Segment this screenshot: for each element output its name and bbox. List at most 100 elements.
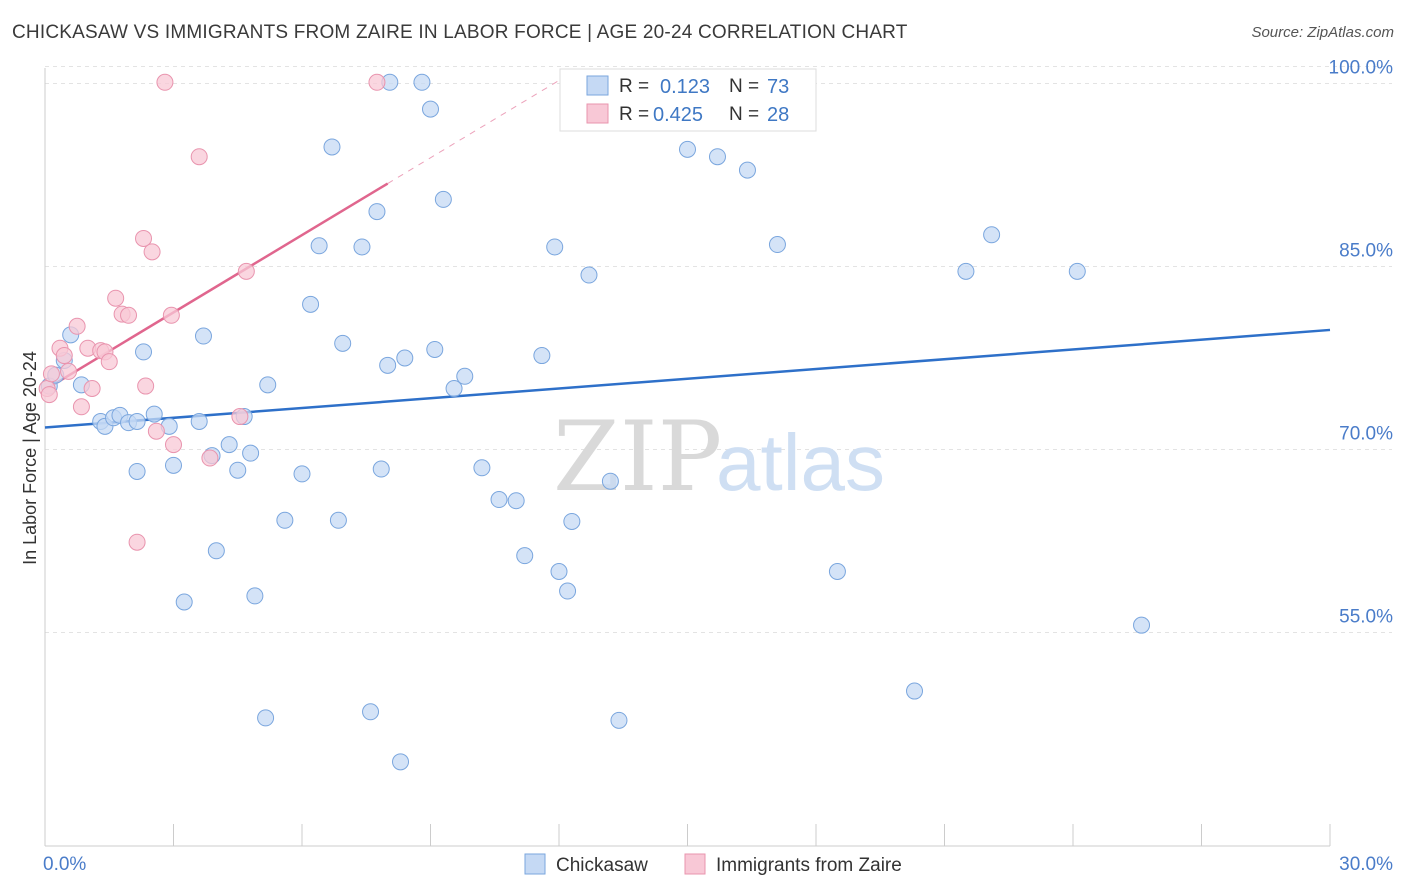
y-tick-labels: 55.0% 70.0% 85.0% 100.0% (1329, 58, 1394, 628)
bottom-legend: Chickasaw Immigrants from Zaire (524, 853, 902, 876)
point-zaire-23 (165, 436, 182, 454)
point-chickasaw-29 (302, 295, 320, 313)
point-chickasaw-27 (276, 511, 294, 529)
point-chickasaw-34 (353, 238, 371, 256)
y-tick-label-3: 100.0% (1329, 58, 1394, 79)
legend-n-label-1: N = (729, 104, 759, 125)
point-zaire-17 (135, 229, 153, 247)
trend-line-chickasaw (44, 328, 1331, 429)
point-chickasaw-58 (601, 472, 619, 490)
point-chickasaw-12 (145, 405, 163, 423)
point-chickasaw-65 (768, 236, 786, 254)
point-chickasaw-41 (396, 349, 414, 367)
x-tick-label-max: 30.0% (1339, 854, 1393, 875)
data-points (38, 73, 1151, 771)
watermark-atlas: atlas (716, 418, 885, 507)
point-chickasaw-36 (362, 703, 380, 721)
bottom-legend-swatch-chickasaw (524, 853, 546, 875)
legend-swatch-chickasaw (586, 75, 609, 96)
point-chickasaw-70 (1068, 262, 1086, 280)
point-chickasaw-37 (372, 460, 390, 478)
point-chickasaw-42 (413, 73, 431, 91)
trend-line-zaire-extension (387, 77, 564, 184)
point-zaire-21 (156, 73, 174, 91)
point-zaire-27 (237, 262, 255, 280)
point-zaire-6 (68, 317, 86, 335)
point-zaire-5 (60, 362, 78, 380)
point-chickasaw-54 (550, 563, 568, 580)
grid-lines (45, 66, 1392, 633)
point-chickasaw-43 (422, 100, 439, 118)
point-zaire-13 (107, 289, 125, 307)
point-chickasaw-25 (257, 709, 275, 727)
point-chickasaw-72 (128, 412, 146, 430)
point-chickasaw-35 (368, 203, 386, 221)
point-zaire-18 (137, 377, 155, 395)
point-zaire-12 (100, 353, 118, 371)
point-chickasaw-38 (379, 356, 397, 374)
legend-n-value-0: 73 (767, 76, 789, 98)
legend-r-label-1: R = (619, 104, 649, 125)
legend-r-value-1: 0.425 (653, 104, 703, 126)
point-chickasaw-19 (207, 542, 225, 560)
point-zaire-28 (368, 73, 386, 91)
point-chickasaw-14 (165, 456, 182, 474)
point-chickasaw-40 (392, 753, 410, 771)
point-chickasaw-17 (194, 327, 212, 345)
point-chickasaw-57 (580, 266, 598, 284)
point-chickasaw-50 (507, 492, 525, 510)
point-zaire-1 (40, 386, 58, 404)
point-zaire-15 (120, 306, 138, 324)
point-chickasaw-44 (426, 340, 444, 358)
x-tick-label-min: 0.0% (43, 854, 86, 875)
point-chickasaw-26 (259, 376, 277, 394)
legend-r-value-0: 0.123 (660, 76, 710, 98)
trend-line-zaire (44, 182, 389, 391)
point-zaire-22 (162, 306, 180, 324)
bottom-legend-label-zaire: Immigrants from Zaire (716, 855, 902, 876)
point-chickasaw-23 (242, 444, 260, 462)
point-chickasaw-33 (334, 334, 352, 352)
point-chickasaw-30 (310, 237, 328, 255)
point-chickasaw-45 (434, 190, 452, 208)
point-chickasaw-71 (1133, 616, 1151, 634)
point-chickasaw-31 (323, 138, 341, 156)
axes (44, 68, 1331, 847)
y-tick-label-0: 55.0% (1339, 607, 1393, 628)
point-zaire-20 (147, 422, 165, 440)
point-chickasaw-49 (490, 491, 508, 509)
point-chickasaw-16 (190, 412, 208, 430)
point-chickasaw-28 (293, 465, 311, 483)
point-chickasaw-62 (708, 148, 726, 166)
chart-title: CHICKASAW VS IMMIGRANTS FROM ZAIRE IN LA… (12, 22, 908, 43)
point-chickasaw-55 (559, 582, 577, 600)
point-chickasaw-47 (456, 367, 474, 385)
legend-r-label-0: R = (619, 76, 649, 97)
point-chickasaw-63 (738, 161, 756, 179)
point-zaire-19 (143, 243, 161, 261)
point-chickasaw-68 (957, 262, 975, 280)
legend-swatch-zaire (586, 103, 609, 124)
bottom-legend-label-chickasaw: Chickasaw (556, 855, 648, 876)
point-chickasaw-21 (229, 461, 247, 479)
point-chickasaw-67 (906, 682, 924, 700)
point-chickasaw-66 (828, 563, 846, 580)
point-chickasaw-10 (128, 462, 146, 480)
y-tick-label-2: 85.0% (1339, 241, 1393, 262)
point-chickasaw-56 (563, 512, 581, 530)
y-axis-label: In Labor Force | Age 20-24 (20, 351, 40, 565)
point-chickasaw-46 (445, 380, 463, 397)
point-chickasaw-59 (610, 711, 628, 729)
point-zaire-9 (83, 380, 101, 397)
point-chickasaw-69 (983, 226, 1001, 244)
point-zaire-4 (55, 347, 73, 365)
watermark-zip: ZIP (553, 401, 722, 513)
point-zaire-7 (72, 398, 90, 416)
y-tick-label-1: 70.0% (1339, 424, 1393, 445)
point-chickasaw-52 (533, 347, 551, 365)
point-chickasaw-11 (135, 343, 153, 361)
legend-n-label-0: N = (729, 76, 759, 97)
point-chickasaw-24 (246, 587, 264, 605)
point-zaire-2 (42, 365, 60, 383)
